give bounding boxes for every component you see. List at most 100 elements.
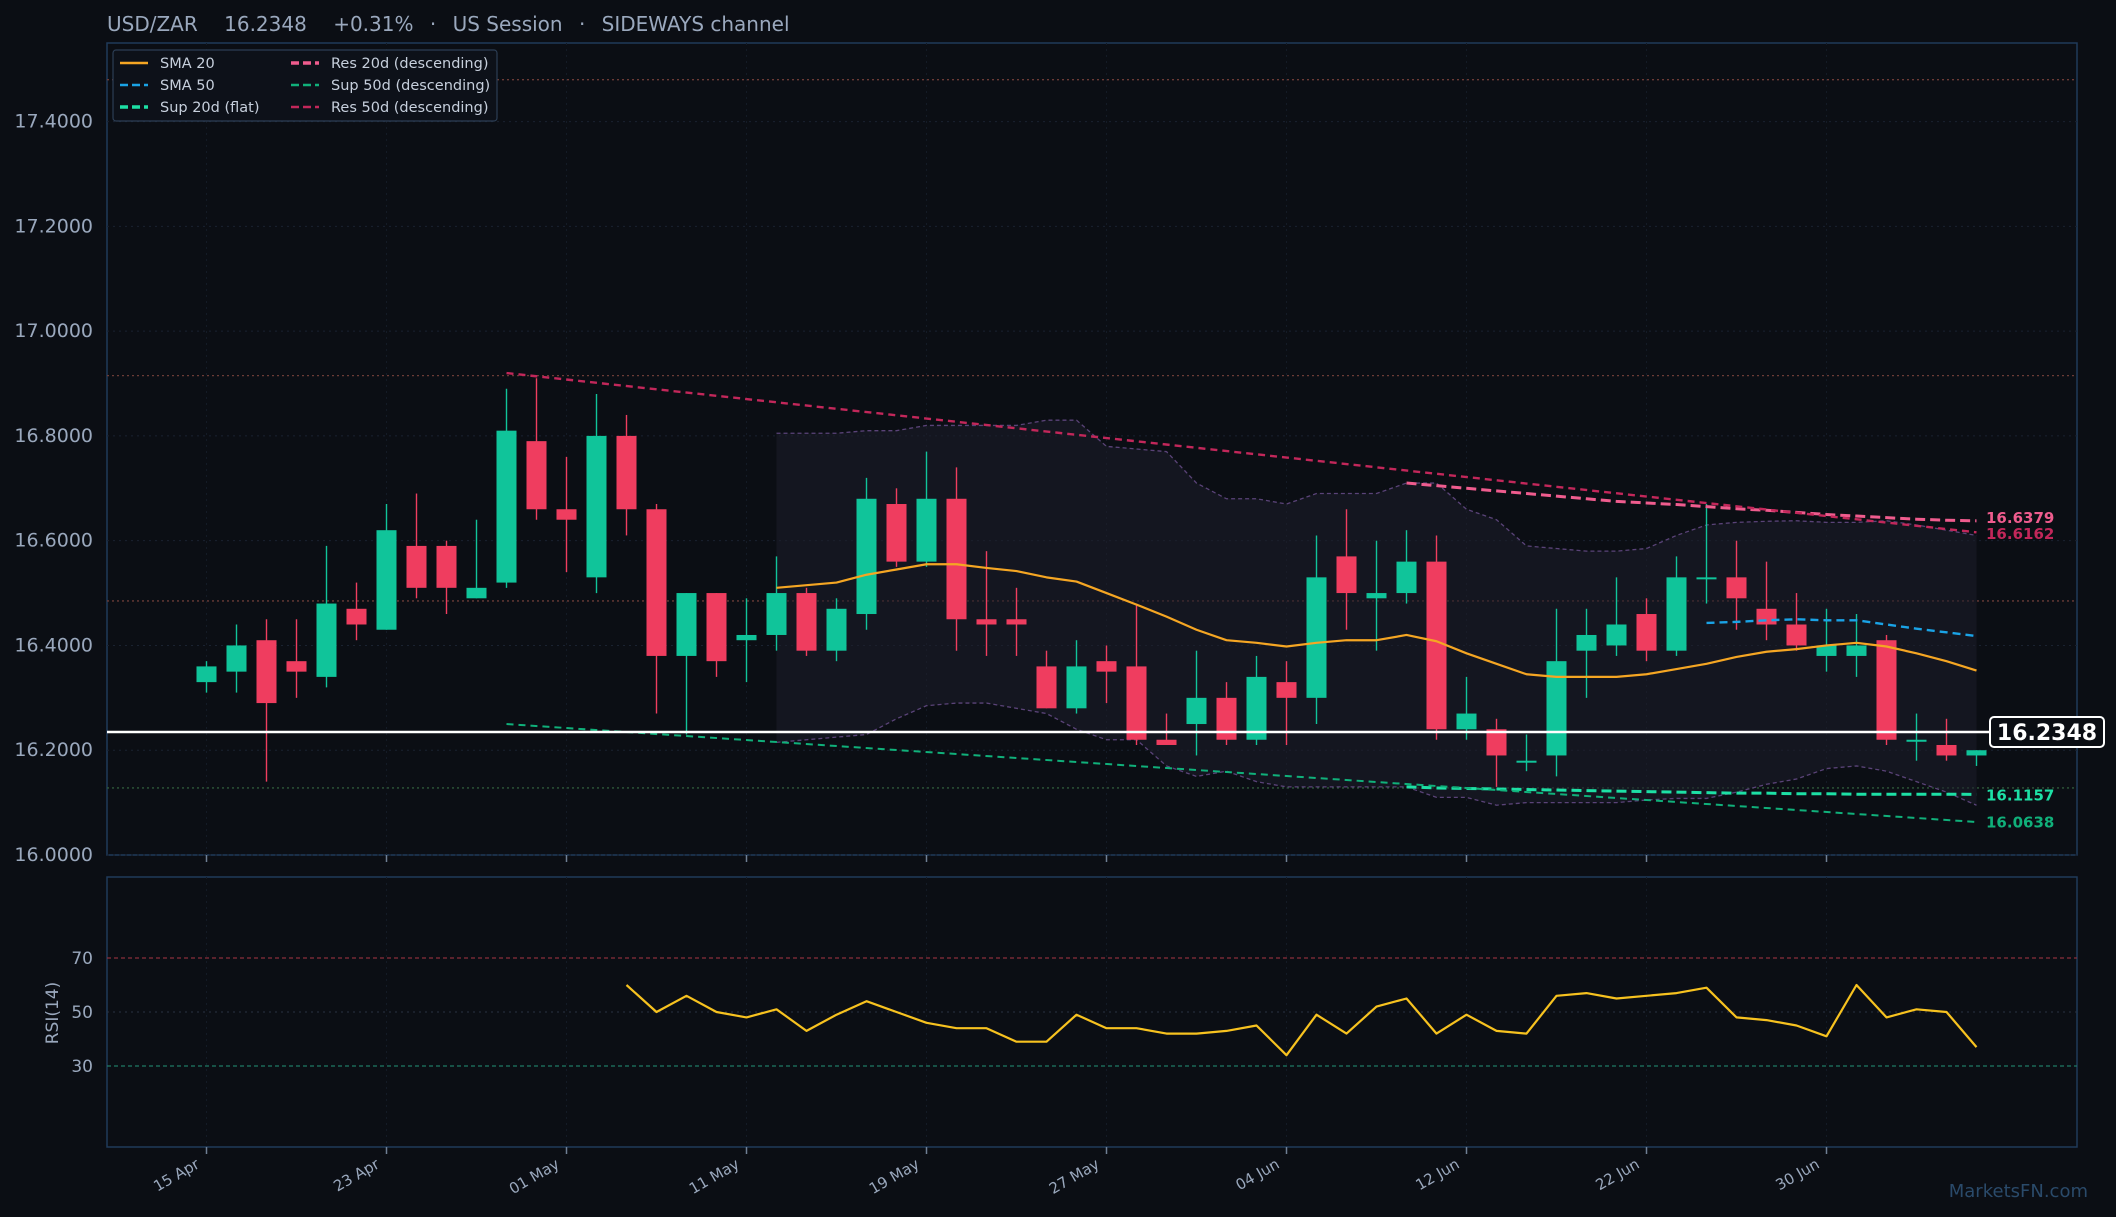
x-tick-label: 23 Apr [330,1154,383,1195]
candle-body [346,608,367,625]
candle-body [856,498,877,615]
price-tick-label: 17.2000 [14,215,93,237]
series-line [1706,618,1977,638]
candle-body [1066,666,1087,709]
candle-body [1096,661,1117,672]
series-line [506,723,1977,823]
price-panel: 16.0000 16.2000 16.4000 16.6000 16.8000 17.00… [14,42,2105,1198]
candle-body [1396,561,1417,594]
candle-body [1126,666,1147,740]
candle-body [256,640,277,704]
candle-body [1606,624,1627,646]
candle-body [736,634,757,641]
x-tick-label: 22 Jun [1593,1155,1643,1194]
candle-body [676,593,697,656]
candle-body [1246,676,1267,740]
x-tick-label: 19 May [866,1155,923,1198]
regime-label: SIDEWAYS channel [602,12,790,36]
candle-body [1516,760,1537,763]
price-tick-label: 16.0000 [14,844,93,866]
candle-body [436,545,457,588]
x-tick-label: 30 Jun [1773,1155,1823,1194]
current-price-label: 16.2348 [1997,721,2097,746]
candle-body [1366,593,1387,599]
candle-body [1336,556,1357,594]
change-label: +0.31% [333,12,413,36]
candle-body [616,435,637,510]
candle-body [226,645,247,672]
legend-label: SMA 50 [160,78,215,94]
candle-body [196,666,217,683]
candle-body [1486,729,1507,756]
legend-label: SMA 20 [160,56,215,72]
x-tick-label: 01 May [506,1155,563,1198]
current-price-badge [1989,715,2105,748]
watermark: MarketsFN.com [1949,1181,2088,1202]
candle-body [1036,666,1057,709]
candle-body [1216,697,1237,740]
series-line [1406,785,1977,796]
candle-body [1306,577,1327,698]
candle-body [1456,713,1477,730]
candle-body [796,593,817,651]
candle-body [916,498,937,562]
candle-body [376,530,397,630]
rsi-line [625,983,1978,1057]
price-tick-label: 17.0000 [14,320,93,342]
legend-label: Res 50d (descending) [331,100,488,116]
bollinger-upper [776,419,1977,552]
rsi-tick-label: 30 [71,1057,93,1077]
candle-body [1936,744,1957,756]
candle-body [1276,682,1297,698]
candle-body [826,608,847,651]
candle-body [1156,739,1177,745]
price-tick-label: 16.2000 [14,739,93,761]
candle-body [1426,561,1447,730]
candle-body [406,545,427,588]
series-line [1406,481,1977,523]
price-tick-label: 16.8000 [14,425,93,447]
candle-body [886,504,907,562]
candle-body [1756,608,1777,625]
x-tick-label: 04 Jun [1233,1155,1283,1194]
x-tick-label: 12 Jun [1413,1155,1463,1194]
end-value-label: 16.1157 [1986,786,2054,804]
end-value-label: 16.6162 [1986,525,2054,543]
separator: · [430,12,436,36]
bollinger-lower [776,702,1977,806]
candle-body [1006,619,1027,625]
x-tick-label: 15 Apr [150,1154,203,1195]
candle-body [1816,645,1837,656]
candle-body [1576,634,1597,651]
candle-body [496,430,517,583]
legend-label: Sup 50d (descending) [331,78,490,94]
x-tick-label: 27 May [1046,1155,1103,1198]
candle-body [1636,614,1657,651]
price-tick-label: 16.6000 [14,530,93,552]
series-line [776,563,1977,678]
candle-body [946,498,967,620]
symbol-label: USD/ZAR [107,12,198,36]
series-line [506,371,1977,534]
candle-body [1786,624,1807,646]
candle-body [316,603,337,677]
rsi-tick-label: 70 [71,949,93,969]
candle-body [766,593,787,635]
candle-body [706,593,727,662]
candle-body [1846,645,1867,656]
legend-label: Res 20d (descending) [331,56,488,72]
candle-body [466,587,487,599]
candle-body [1906,739,1927,742]
x-tick-label: 11 May [686,1155,743,1198]
price-tick-label: 17.4000 [14,111,93,133]
session-label: US Session [453,12,563,36]
end-value-label: 16.0638 [1986,814,2054,832]
separator: · [579,12,585,36]
rsi-panel: 30 50 70 RSI(14) [43,876,2078,1154]
candle-body [1186,697,1207,725]
rsi-axis-label: RSI(14) [43,982,63,1045]
chart-header-title: USD/ZAR 16.2348 +0.31% · US Session · SI… [107,12,790,36]
price-tick-label: 16.4000 [14,634,93,656]
